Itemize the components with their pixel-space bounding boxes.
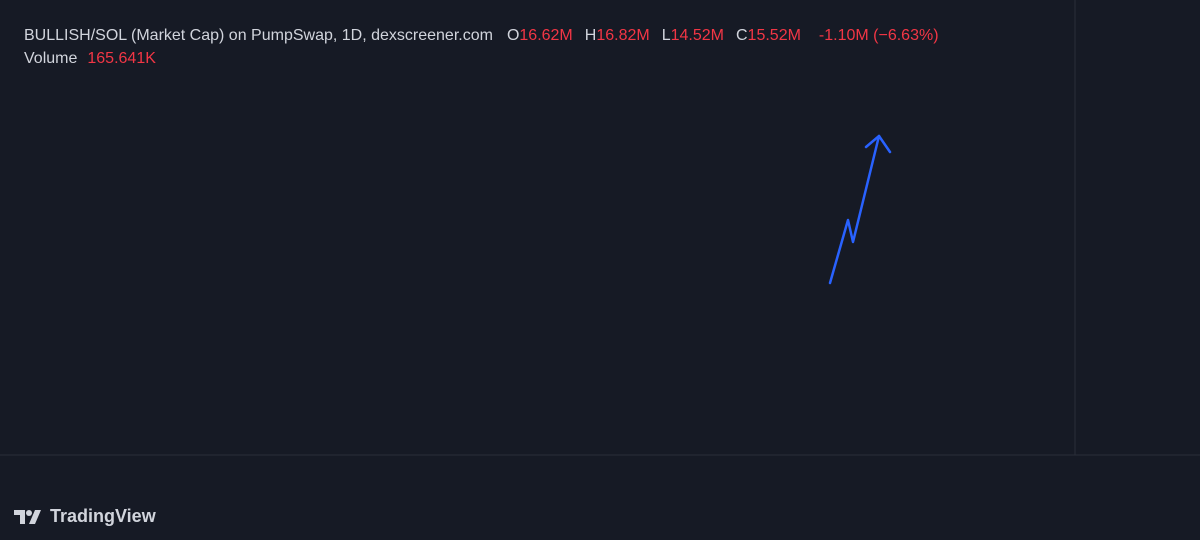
change: -1.10M (−6.63%) [818,27,939,44]
ohlc-item: C15.52M [736,24,801,47]
ohlc-values: O16.62M H16.82M L14.52M C15.52M [507,24,809,47]
ohlc-row: BULLISH/SOL (Market Cap) on PumpSwap, 1D… [24,24,939,47]
legend: BULLISH/SOL (Market Cap) on PumpSwap, 1D… [24,24,939,70]
arrow-head [864,134,892,154]
volume-key: Volume [24,50,78,67]
ohlc-key: O [506,27,520,44]
ohlc-value: 14.52M [670,27,724,44]
volume-row: Volume 165.641K [24,47,939,70]
ohlc-key: C [735,27,748,44]
drawn-arrow [828,134,892,285]
volume-value: 165.641K [87,50,156,67]
brand-name: TradingView [50,506,156,526]
ohlc-value: 16.82M [596,27,650,44]
ohlc-value: 15.52M [747,27,801,44]
brand: TradingView [14,506,156,527]
ohlc-item: O16.62M [507,24,573,47]
ohlc-item: L14.52M [662,24,724,47]
symbol-title: BULLISH/SOL (Market Cap) on PumpSwap, 1D… [24,27,493,44]
ohlc-value: 16.62M [519,27,573,44]
arrow-line [828,134,881,285]
ohlc-key: L [661,27,671,44]
ohlc-key: H [584,27,597,44]
ohlc-item: H16.82M [585,24,650,47]
brand-icon [14,509,41,524]
